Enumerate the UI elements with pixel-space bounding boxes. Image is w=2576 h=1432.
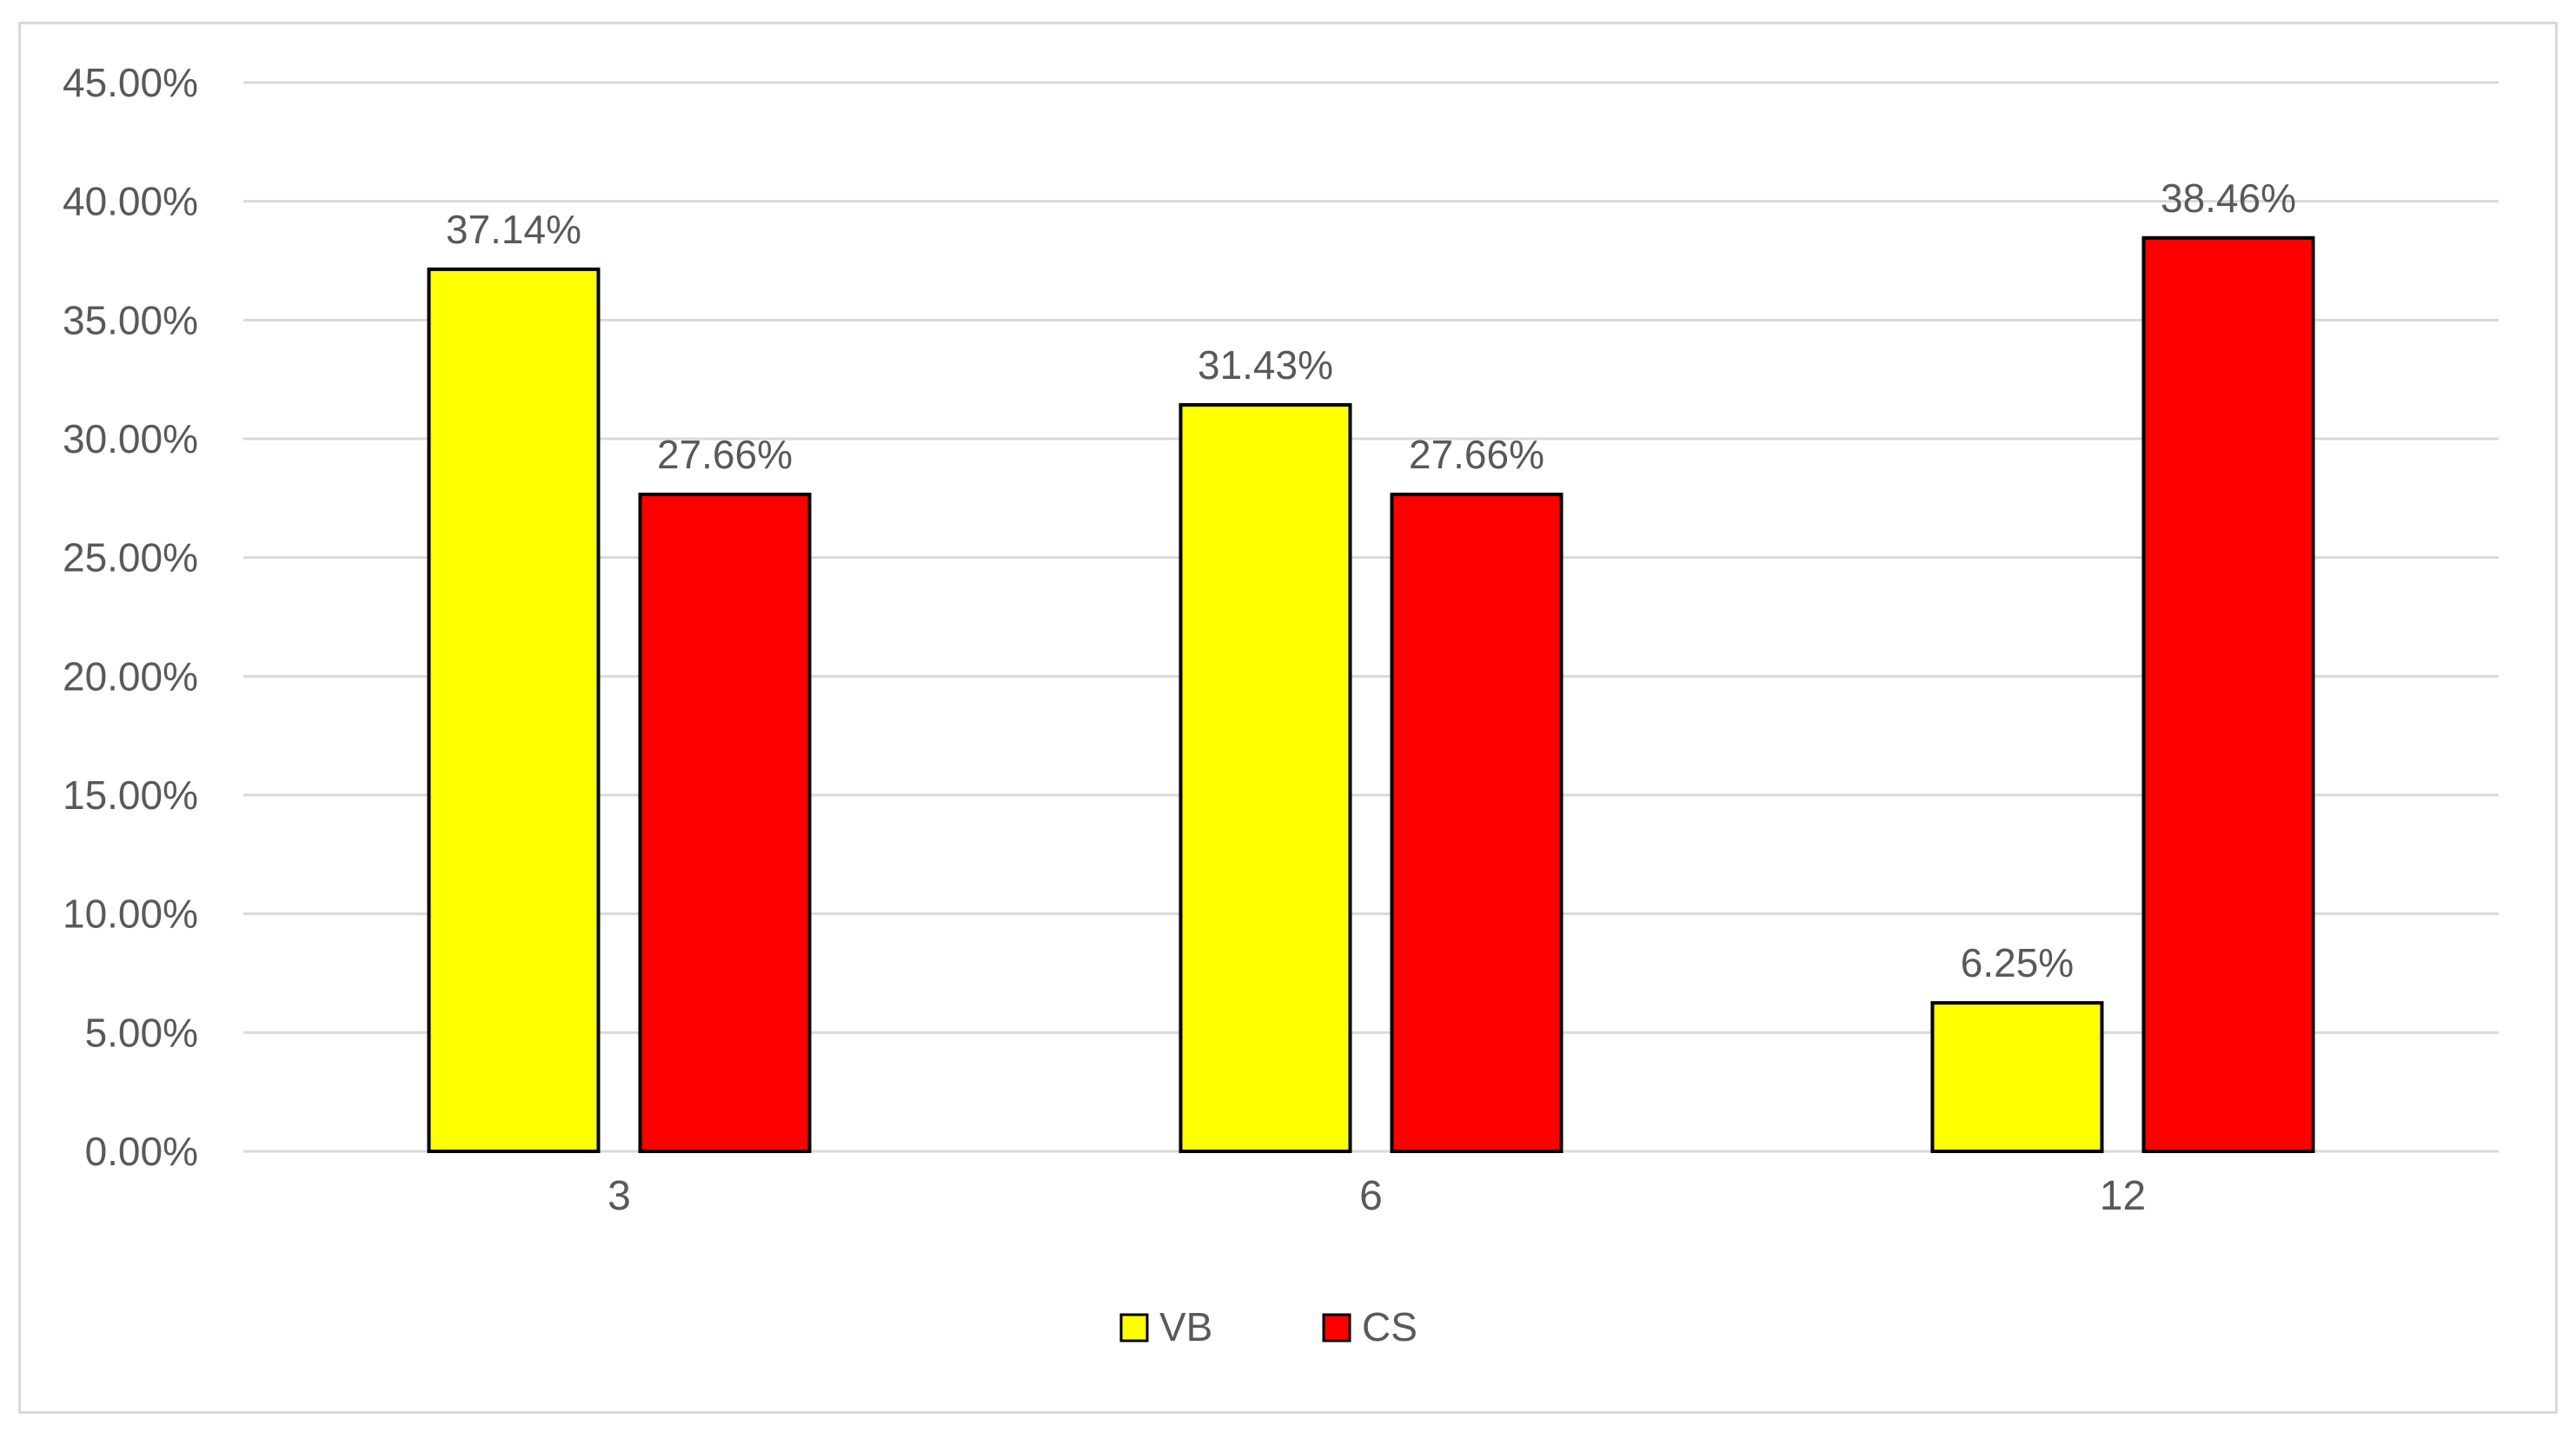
gridlines xyxy=(243,81,2499,1153)
data-labels: 37.14% 27.66% 31.43% 27.66% 6.25% 38.46% xyxy=(446,176,2296,985)
bar-vb-3 xyxy=(427,267,601,1153)
data-label-cs-6: 27.66% xyxy=(1409,432,1544,477)
data-label-vb-12: 6.25% xyxy=(1961,940,2074,985)
data-label-cs-12: 38.46% xyxy=(2161,176,2296,221)
legend-swatch-vb xyxy=(1119,1313,1149,1342)
data-label-vb-6: 31.43% xyxy=(1198,342,1333,388)
y-tick-label: 40.00% xyxy=(63,179,198,224)
data-label-vb-3: 37.14% xyxy=(446,207,581,252)
x-axis-category-labels: 3 6 12 xyxy=(607,1173,2146,1219)
legend-swatch-cs xyxy=(1322,1313,1351,1342)
y-tick-label: 35.00% xyxy=(63,297,198,342)
x-category-label: 12 xyxy=(2100,1173,2146,1219)
y-tick-label: 25.00% xyxy=(63,535,198,580)
legend: VB CS xyxy=(1119,1304,1417,1349)
y-tick-label: 45.00% xyxy=(63,60,198,105)
bar-vb-6 xyxy=(1178,402,1352,1153)
data-label-cs-3: 27.66% xyxy=(657,432,793,477)
x-category-label: 3 xyxy=(607,1173,631,1219)
legend-label-vb: VB xyxy=(1159,1304,1212,1349)
x-category-label: 6 xyxy=(1359,1173,1383,1219)
bar-cs-12 xyxy=(2141,235,2315,1153)
y-tick-label: 5.00% xyxy=(85,1010,198,1055)
bar-cs-3 xyxy=(638,492,812,1153)
y-tick-label: 20.00% xyxy=(63,653,198,699)
y-tick-label: 30.00% xyxy=(63,416,198,461)
bar-vb-12 xyxy=(1930,1001,2104,1153)
bars xyxy=(427,235,2315,1153)
bar-cs-6 xyxy=(1390,492,1564,1153)
y-tick-label: 10.00% xyxy=(63,892,198,937)
legend-label-cs: CS xyxy=(1362,1304,1417,1349)
y-axis-tick-labels: 0.00% 5.00% 10.00% 15.00% 20.00% 25.00% 30.00%… xyxy=(63,60,198,1174)
y-tick-label: 0.00% xyxy=(85,1129,198,1174)
y-tick-label: 15.00% xyxy=(63,772,198,818)
